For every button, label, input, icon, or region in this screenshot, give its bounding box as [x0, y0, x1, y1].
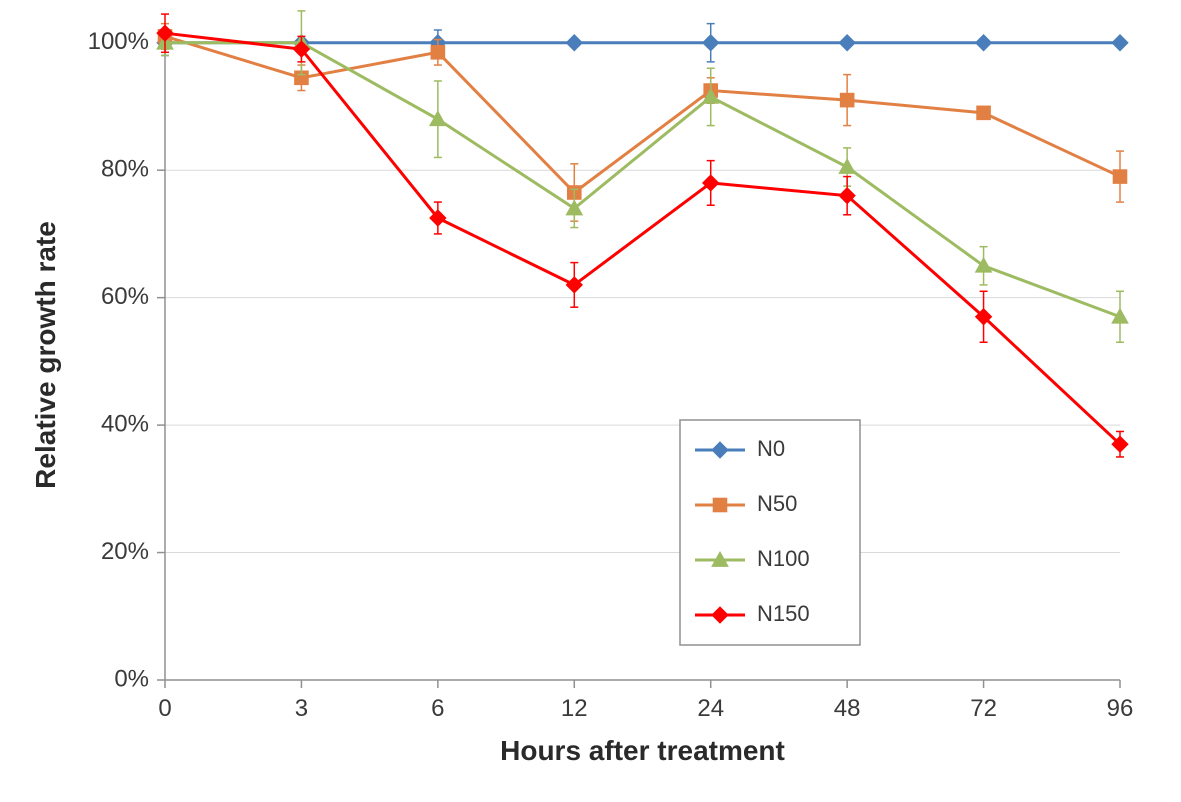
x-tick-label: 12: [561, 695, 588, 722]
legend-label: N0: [757, 436, 785, 461]
y-tick-label: 100%: [88, 28, 149, 55]
x-tick-label: 72: [970, 695, 997, 722]
chart-container: 0% 20% 40% 60% 80% 100% 0 3 6 12 24 48 72 96 Hours aft…: [0, 0, 1181, 802]
x-tick-label: 48: [834, 695, 861, 722]
y-tick-label: 40%: [101, 410, 149, 437]
x-tick-label: 3: [295, 695, 308, 722]
y-tick-label: 60%: [101, 283, 149, 310]
x-tick-label: 24: [697, 695, 724, 722]
x-tick-label: 96: [1107, 695, 1134, 722]
marker-square-icon: [1113, 170, 1127, 184]
y-tick-label: 80%: [101, 156, 149, 183]
plot-area: [165, 30, 1120, 680]
x-axis-label: Hours after treatment: [500, 735, 785, 766]
y-tick-label: 0%: [114, 665, 149, 692]
marker-square-icon: [840, 93, 854, 107]
marker-square-icon: [713, 498, 727, 512]
x-tick-label: 0: [158, 695, 171, 722]
legend-label: N100: [757, 546, 810, 571]
x-tick-label: 6: [431, 695, 444, 722]
y-axis-label: Relative growth rate: [30, 221, 61, 489]
line-chart: 0% 20% 40% 60% 80% 100% 0 3 6 12 24 48 72 96 Hours aft…: [0, 0, 1181, 802]
marker-square-icon: [431, 46, 445, 60]
marker-square-icon: [977, 106, 991, 120]
legend-label: N150: [757, 601, 810, 626]
y-tick-label: 20%: [101, 538, 149, 565]
legend: N0 N50 N100 N150: [680, 420, 860, 645]
legend-label: N50: [757, 491, 797, 516]
